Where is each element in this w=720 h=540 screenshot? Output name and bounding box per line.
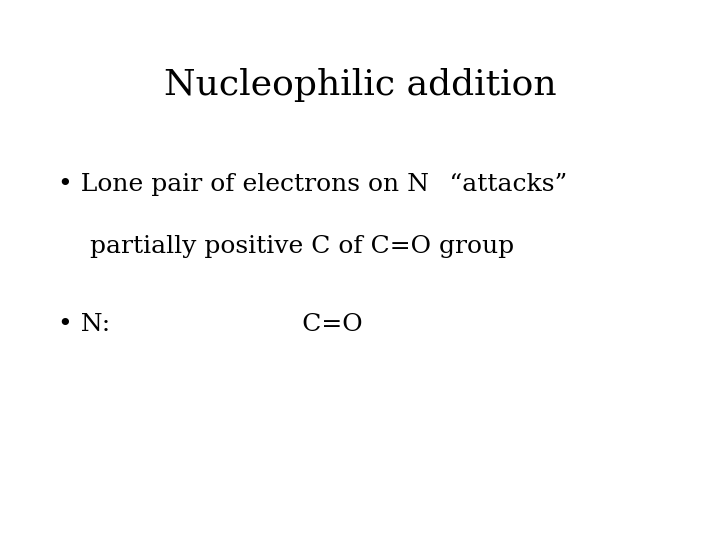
Text: • N:                        C=O: • N: C=O xyxy=(58,313,362,336)
Text: Nucleophilic addition: Nucleophilic addition xyxy=(163,68,557,102)
Text: • Lone pair of electrons on N  “attacks”: • Lone pair of electrons on N “attacks” xyxy=(58,173,567,196)
Text: partially positive C of C=O group: partially positive C of C=O group xyxy=(90,235,514,258)
